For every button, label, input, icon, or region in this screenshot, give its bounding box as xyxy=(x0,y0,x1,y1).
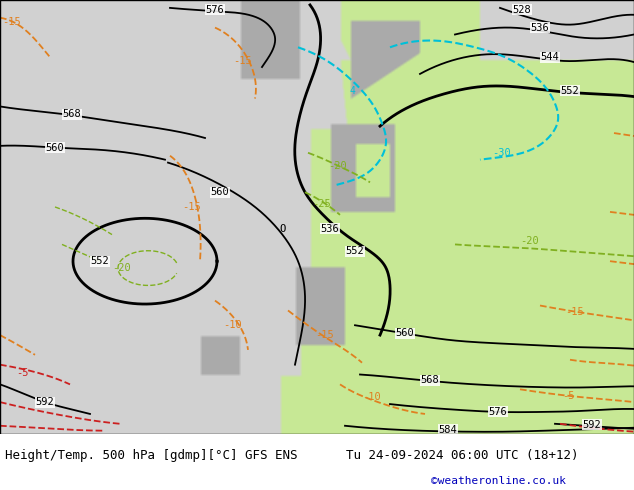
Text: -5: -5 xyxy=(562,391,574,401)
Text: ©weatheronline.co.uk: ©weatheronline.co.uk xyxy=(431,476,566,486)
Text: 576: 576 xyxy=(489,407,507,417)
Text: 592: 592 xyxy=(583,420,602,430)
Text: -20: -20 xyxy=(328,161,347,171)
Text: -5: -5 xyxy=(16,368,29,377)
Text: -20: -20 xyxy=(521,237,540,246)
Text: -20: -20 xyxy=(113,263,131,273)
Text: 552: 552 xyxy=(91,256,110,266)
Text: 568: 568 xyxy=(63,109,81,120)
Text: 552: 552 xyxy=(560,86,579,96)
Text: 544: 544 xyxy=(541,52,559,62)
Text: 592: 592 xyxy=(36,397,55,407)
Text: 568: 568 xyxy=(420,375,439,386)
Text: -15: -15 xyxy=(183,202,202,212)
Text: 560: 560 xyxy=(396,328,415,338)
Text: 536: 536 xyxy=(321,223,339,234)
Text: 4: 4 xyxy=(349,86,355,96)
Text: 576: 576 xyxy=(205,5,224,15)
Text: 536: 536 xyxy=(531,23,550,33)
Text: Height/Temp. 500 hPa [gdmp][°C] GFS ENS: Height/Temp. 500 hPa [gdmp][°C] GFS ENS xyxy=(5,449,297,462)
Text: 528: 528 xyxy=(513,5,531,15)
Text: 560: 560 xyxy=(46,143,65,153)
Text: 560: 560 xyxy=(210,187,230,197)
Text: -15: -15 xyxy=(566,307,585,318)
Text: -15: -15 xyxy=(233,56,252,66)
Text: -15: -15 xyxy=(316,330,334,340)
Text: 552: 552 xyxy=(346,246,365,256)
Text: -10: -10 xyxy=(224,320,242,330)
Text: O: O xyxy=(279,223,285,234)
Text: -10: -10 xyxy=(363,392,382,402)
Text: -30: -30 xyxy=(493,148,512,158)
Text: -25: -25 xyxy=(313,199,332,209)
Text: Tu 24-09-2024 06:00 UTC (18+12): Tu 24-09-2024 06:00 UTC (18+12) xyxy=(346,449,578,462)
Text: -15: -15 xyxy=(3,17,22,26)
Text: 584: 584 xyxy=(439,425,457,435)
